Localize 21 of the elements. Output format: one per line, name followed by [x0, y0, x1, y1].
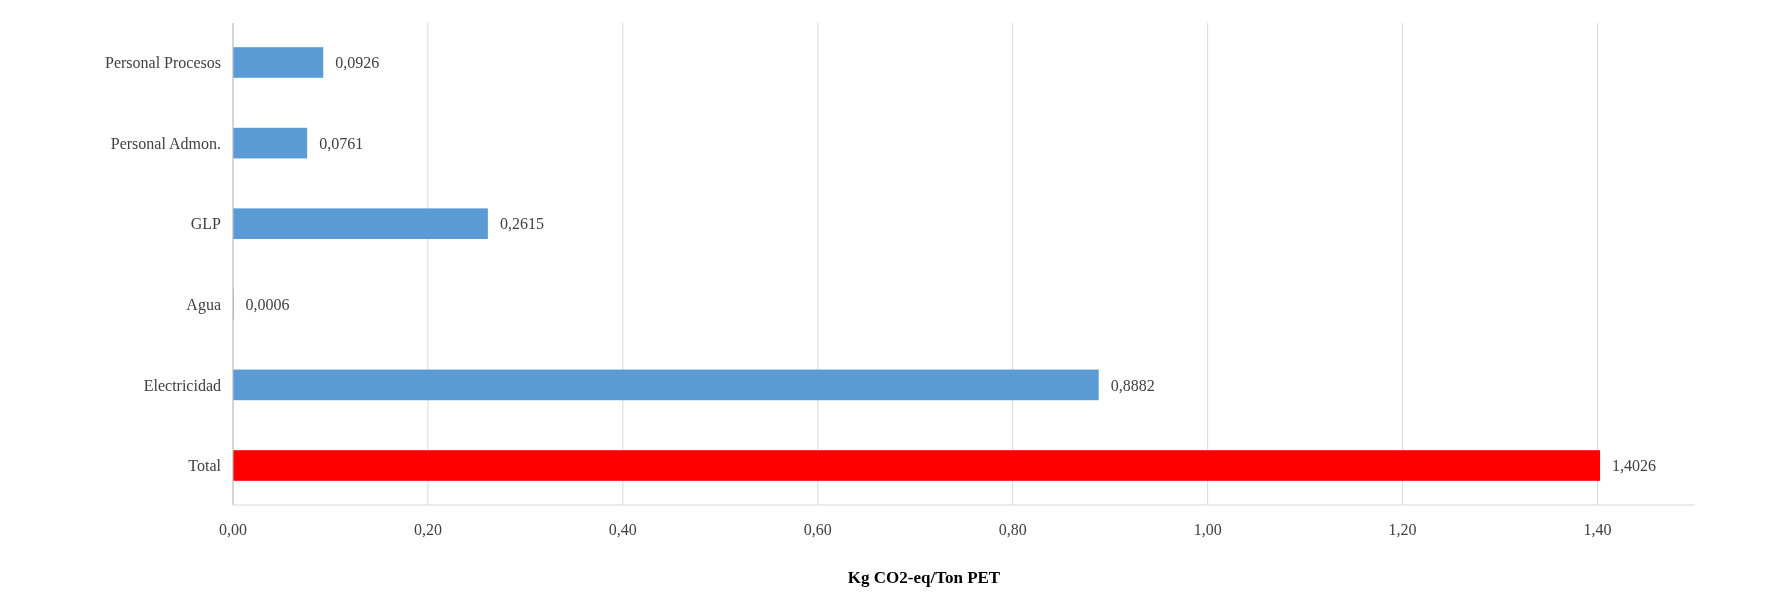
y-tick-label: Personal Admon. [110, 134, 221, 152]
x-tick-label: 1,40 [1583, 521, 1612, 538]
x-tick-label: 1,00 [1193, 521, 1222, 538]
x-tick-label: 0,00 [219, 521, 247, 538]
x-tick-label: 1,20 [1388, 521, 1417, 538]
data-label: 0,2615 [499, 215, 544, 233]
y-tick-label: Total [188, 457, 222, 475]
data-label: 0,0006 [245, 295, 290, 313]
data-label: 1,4026 [1612, 457, 1657, 475]
x-tick-label: 0,20 [413, 521, 442, 538]
x-axis-title: Kg CO2-eq/Ton PET [847, 568, 1001, 587]
y-tick-label: GLP [190, 215, 222, 233]
data-label: 0,8882 [1110, 376, 1155, 394]
data-label: 0,0761 [319, 134, 364, 152]
y-tick-label: Personal Procesos [105, 54, 221, 72]
y-tick-label: Agua [186, 295, 221, 314]
x-tick-label: 0,40 [608, 521, 637, 538]
data-label: 0,0926 [335, 54, 380, 72]
x-tick-label: 0,60 [803, 521, 832, 538]
y-tick-label: Electricidad [143, 376, 221, 394]
x-tick-label: 0,80 [998, 521, 1027, 538]
